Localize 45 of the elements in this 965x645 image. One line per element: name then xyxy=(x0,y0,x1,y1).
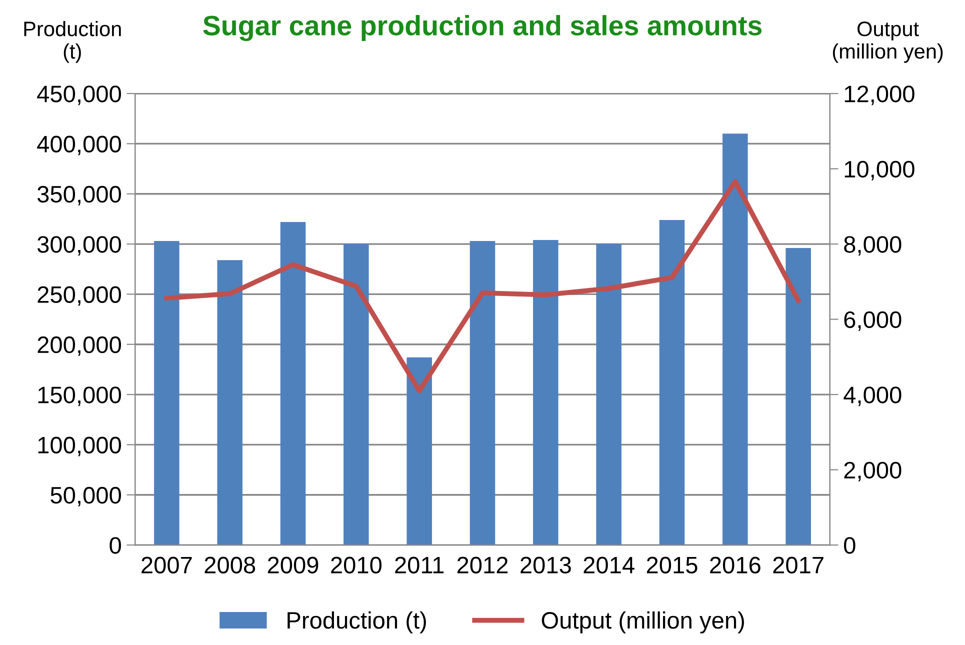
x-tick-label: 2014 xyxy=(584,556,634,574)
y2-tick-label: 4,000 xyxy=(844,386,902,406)
y2-tick-label: 8,000 xyxy=(844,236,902,256)
y2-tick-label: 12,000 xyxy=(844,86,914,106)
bar xyxy=(786,248,811,546)
bar xyxy=(154,241,180,546)
y-tick-label: 450,000 xyxy=(37,86,121,106)
legend-label: Output (million yen) xyxy=(542,611,744,634)
bar xyxy=(280,222,306,546)
y-tick-label: 350,000 xyxy=(37,186,121,206)
y-tick-label: 100,000 xyxy=(38,436,121,456)
x-tick-label: 2015 xyxy=(646,556,698,574)
y-tick-label: 50,000 xyxy=(50,486,121,506)
bar xyxy=(406,357,432,546)
x-tick-label: 2012 xyxy=(457,556,508,574)
y2-tick-label: 2,000 xyxy=(844,462,902,482)
bar xyxy=(659,220,685,546)
bar xyxy=(596,244,622,546)
y-tick-label: 0 xyxy=(110,537,121,554)
bar xyxy=(722,134,748,546)
y2-axis-title: Output (million yen) xyxy=(832,22,943,63)
chart-title: Sugar cane production and sales amounts xyxy=(203,15,762,42)
x-tick-label: 2016 xyxy=(710,556,760,574)
y2-tick-label: 10,000 xyxy=(844,160,914,180)
x-tick-label: 2007 xyxy=(142,556,192,574)
bar xyxy=(470,241,496,546)
legend-label: Production (t) xyxy=(288,611,426,634)
y2-tick-label: 0 xyxy=(844,537,856,554)
x-tick-label: 2009 xyxy=(268,556,318,574)
x-tick-label: 2008 xyxy=(204,556,256,574)
x-tick-label: 2017 xyxy=(773,556,824,574)
y-axis-title: Production (t) xyxy=(24,20,121,63)
y2-tick-label: 6,000 xyxy=(844,311,902,331)
bar xyxy=(533,240,558,546)
y-tick-label: 400,000 xyxy=(37,136,121,156)
y-tick-label: 250,000 xyxy=(38,286,121,306)
bar xyxy=(344,244,369,546)
y-tick-label: 150,000 xyxy=(38,386,121,406)
bar xyxy=(217,260,242,546)
y-tick-label: 200,000 xyxy=(38,336,121,356)
x-tick-label: 2011 xyxy=(395,556,444,574)
x-tick-label: 2010 xyxy=(331,556,382,574)
line-series xyxy=(164,179,801,394)
x-tick-label: 2013 xyxy=(520,556,571,574)
y-tick-label: 300,000 xyxy=(37,236,121,256)
